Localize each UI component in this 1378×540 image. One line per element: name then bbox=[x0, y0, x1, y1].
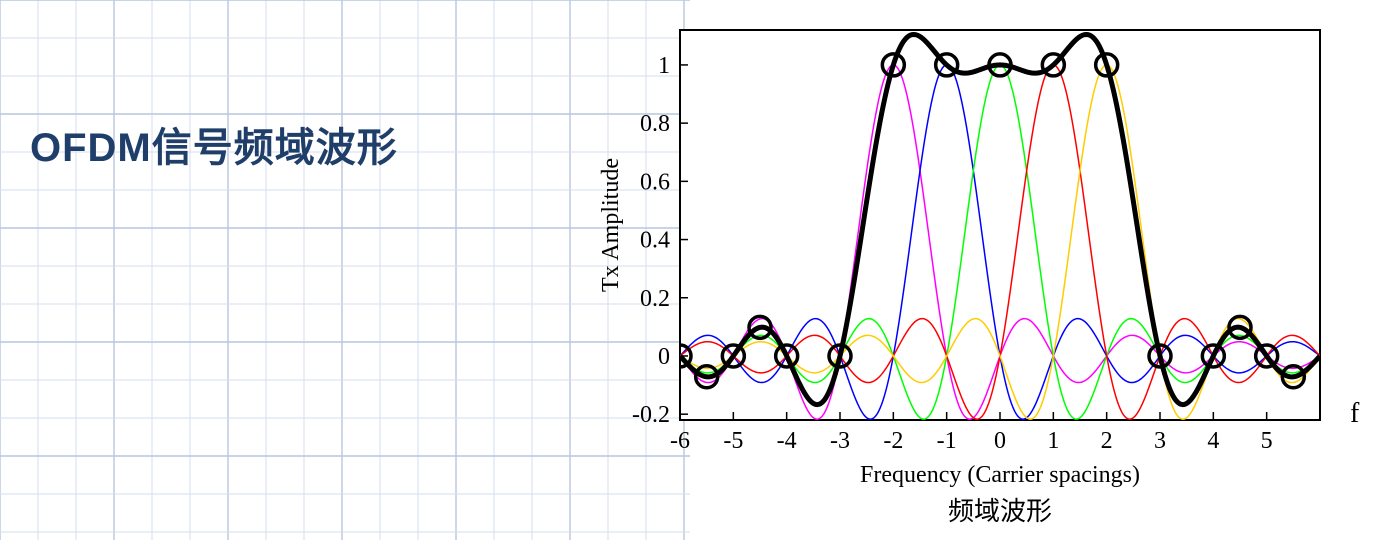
y-tick-label: 0.8 bbox=[640, 111, 670, 137]
x-tick-label: 3 bbox=[1154, 428, 1166, 454]
y-tick-label: 0 bbox=[658, 344, 670, 370]
f-axis-symbol: f bbox=[1350, 398, 1360, 429]
x-tick-label: 4 bbox=[1207, 428, 1219, 454]
y-tick-label: 0.6 bbox=[640, 169, 670, 195]
x-tick-label: -6 bbox=[670, 428, 690, 454]
x-tick-label: 0 bbox=[994, 428, 1006, 454]
x-tick-label: 2 bbox=[1101, 428, 1113, 454]
chart-caption: 频域波形 bbox=[948, 497, 1052, 526]
y-tick-label: 1 bbox=[658, 53, 670, 79]
x-tick-label: 1 bbox=[1047, 428, 1059, 454]
ofdm-chart: -6 -5 -4 -3 -2 -1 0 1 2 3 4 5 -0.2 0 0.2 0.4 0.6 0.8 1 Freq… bbox=[560, 0, 1360, 540]
y-tick-label: 0.2 bbox=[640, 286, 670, 312]
y-axis-label: Tx Amplitude bbox=[598, 158, 624, 292]
x-tick-label: -3 bbox=[830, 428, 850, 454]
x-tick-label: -1 bbox=[937, 428, 957, 454]
page-title: OFDM信号频域波形 bbox=[30, 115, 398, 173]
x-axis-label: Frequency (Carrier spacings) bbox=[860, 462, 1140, 488]
x-tick-label: -4 bbox=[777, 428, 797, 454]
x-tick-label: -2 bbox=[883, 428, 903, 454]
x-tick-label: -5 bbox=[723, 428, 743, 454]
y-tick-label: 0.4 bbox=[640, 228, 670, 254]
y-tick-label: -0.2 bbox=[632, 402, 670, 428]
x-tick-label: 5 bbox=[1261, 428, 1273, 454]
